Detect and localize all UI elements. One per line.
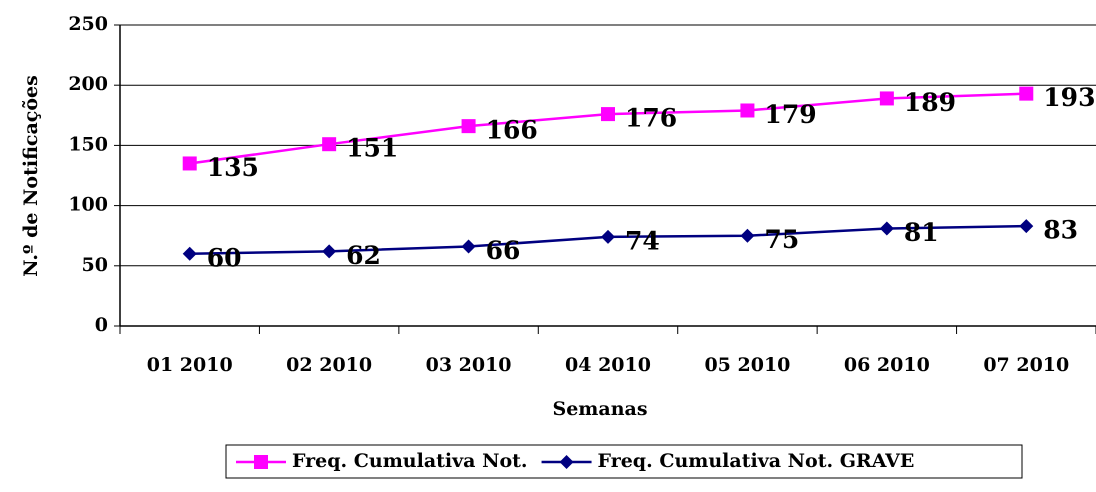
legend-marker (254, 455, 268, 469)
point (182, 156, 197, 171)
x-tick-label: 01 2010 (147, 354, 233, 376)
data-label: 166 (486, 116, 538, 145)
y-tick-label: 150 (68, 133, 108, 155)
series-line (189, 92, 1027, 165)
legend-marker (559, 455, 574, 469)
data-label: 189 (904, 88, 956, 117)
point (322, 137, 337, 152)
x-axis-label: Semanas (552, 398, 647, 420)
point (740, 103, 755, 118)
data-label: 62 (346, 241, 381, 270)
data-label: 66 (486, 236, 521, 265)
x-tick-label: 03 2010 (426, 354, 512, 376)
legend-label: Freq. Cumulativa Not. GRAVE (598, 450, 915, 472)
y-axis-label: N.º de Notificações (20, 75, 42, 277)
data-label: 135 (207, 153, 259, 182)
x-tick-label: 02 2010 (286, 354, 372, 376)
point (740, 228, 755, 243)
data-label: 60 (207, 243, 242, 272)
data-label: 75 (764, 225, 799, 254)
point (601, 107, 615, 122)
data-label: 179 (764, 100, 816, 129)
y-tick-label: 200 (68, 73, 108, 95)
y-tick-label: 100 (68, 194, 108, 216)
point (1019, 219, 1034, 234)
point (879, 91, 894, 106)
point (461, 239, 476, 254)
y-tick-label: 50 (82, 254, 108, 276)
point (461, 119, 476, 134)
point (182, 246, 197, 261)
legend-label: Freq. Cumulativa Not. (292, 450, 528, 472)
data-label: 81 (904, 218, 939, 247)
x-tick-label: 07 2010 (983, 354, 1069, 376)
data-label: 193 (1043, 83, 1095, 112)
y-tick-label: 250 (68, 13, 108, 35)
data-label: 151 (346, 134, 398, 163)
point (322, 244, 337, 259)
point (879, 221, 894, 236)
x-tick-label: 06 2010 (844, 354, 930, 376)
x-tick-label: 05 2010 (704, 354, 790, 376)
x-tick-label: 04 2010 (565, 354, 651, 376)
point (1019, 86, 1034, 101)
legend-box (225, 444, 1023, 479)
data-label: 176 (625, 104, 677, 133)
point (601, 229, 615, 244)
y-tick-label: 0 (95, 314, 108, 336)
data-label: 83 (1043, 216, 1078, 245)
data-label: 74 (625, 226, 660, 255)
